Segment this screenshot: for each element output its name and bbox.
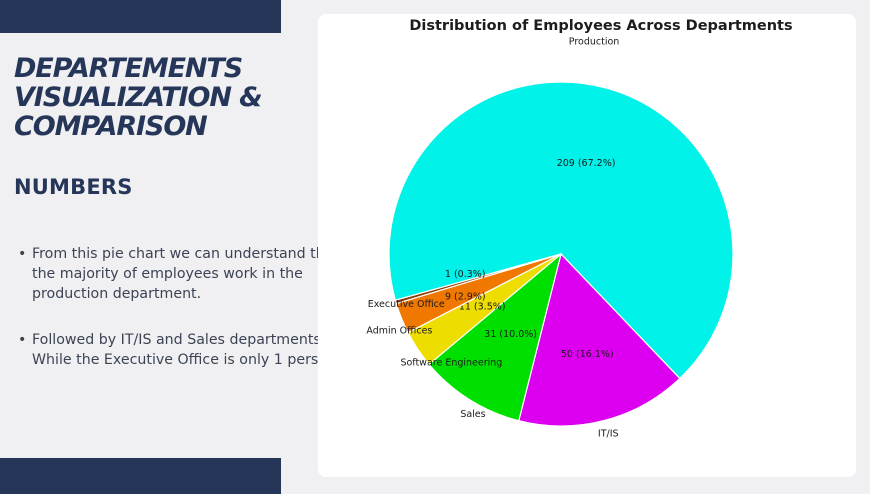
slide-heading: DEPARTEMENTS VISUALIZATION & COMPARISON: [14, 54, 304, 141]
pie-slice-it-is: [518, 252, 681, 427]
slice-percent-label: 31 (10.0%): [484, 329, 537, 340]
slice-label: Production: [569, 37, 620, 48]
pie-slice-executive-office: [394, 253, 562, 305]
bullet-item: Followed by IT/IS and Sales departments.…: [14, 330, 344, 370]
pie-slice-sales: [428, 252, 563, 422]
heading-line: COMPARISON: [14, 111, 208, 142]
slice-label: Executive Office: [368, 299, 445, 310]
slice-label: Sales: [460, 409, 485, 420]
slice-percent-label: 209 (67.2%): [557, 158, 616, 169]
top-accent-band: [0, 0, 281, 33]
heading-line: VISUALIZATION &: [14, 82, 263, 113]
bullet-item: From this pie chart we can understand th…: [14, 244, 344, 304]
heading-line: DEPARTEMENTS: [14, 53, 243, 84]
slice-percent-label: 11 (3.5%): [459, 301, 506, 312]
slice-percent-label: 50 (16.1%): [561, 349, 614, 360]
slice-percent-label: 9 (2.9%): [445, 292, 486, 303]
bullet-list: From this pie chart we can understand th…: [14, 244, 344, 396]
slice-label: Software Engineering: [400, 357, 502, 368]
chart-title: Distribution of Employees Across Departm…: [409, 18, 793, 34]
section-subheading: NUMBERS: [14, 175, 133, 199]
slice-label: IT/IS: [598, 429, 619, 440]
slice-label: Admin Offices: [366, 325, 432, 336]
bottom-accent-band: [0, 458, 281, 494]
pie-slice-production: [388, 81, 734, 380]
slice-percent-label: 1 (0.3%): [445, 269, 486, 280]
